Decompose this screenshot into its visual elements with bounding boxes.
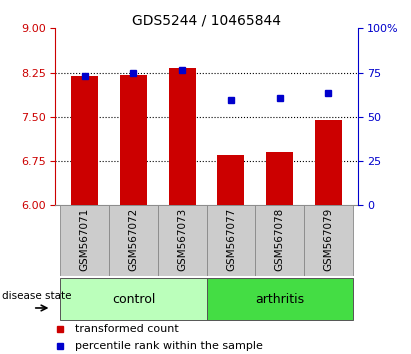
Bar bbox=[158, 205, 206, 276]
Bar bbox=[315, 120, 342, 205]
Text: GSM567077: GSM567077 bbox=[226, 208, 236, 271]
Bar bbox=[60, 278, 206, 320]
Bar bbox=[207, 278, 353, 320]
Text: arthritis: arthritis bbox=[255, 293, 304, 306]
Text: control: control bbox=[112, 293, 155, 306]
Bar bbox=[120, 75, 147, 205]
Bar bbox=[304, 205, 353, 276]
Text: transformed count: transformed count bbox=[75, 324, 179, 333]
Text: disease state: disease state bbox=[2, 291, 72, 301]
Text: GSM567073: GSM567073 bbox=[177, 208, 187, 271]
Bar bbox=[169, 68, 196, 205]
Bar bbox=[207, 205, 255, 276]
Bar bbox=[255, 205, 304, 276]
Text: GSM567072: GSM567072 bbox=[129, 208, 139, 271]
Bar bbox=[109, 205, 158, 276]
Text: GSM567078: GSM567078 bbox=[275, 208, 284, 271]
Bar bbox=[72, 75, 98, 205]
Text: percentile rank within the sample: percentile rank within the sample bbox=[75, 341, 263, 351]
Text: GSM567071: GSM567071 bbox=[80, 208, 90, 271]
Title: GDS5244 / 10465844: GDS5244 / 10465844 bbox=[132, 13, 281, 27]
Bar bbox=[266, 152, 293, 205]
Bar bbox=[217, 155, 244, 205]
Bar bbox=[60, 205, 109, 276]
Text: GSM567079: GSM567079 bbox=[323, 208, 333, 271]
